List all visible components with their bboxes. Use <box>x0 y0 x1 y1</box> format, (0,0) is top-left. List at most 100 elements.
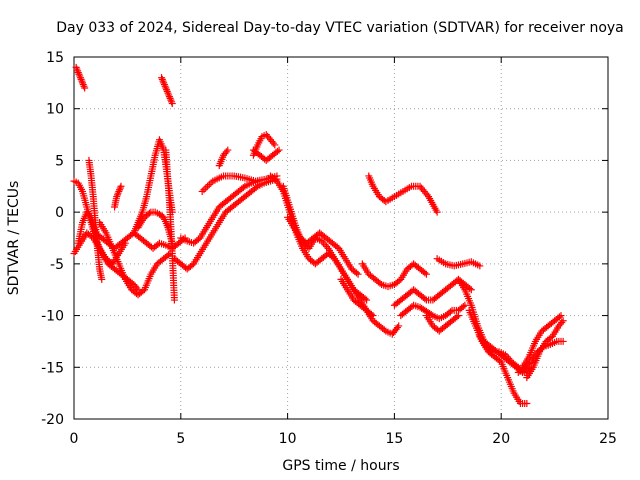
data-point <box>78 77 86 85</box>
data-point <box>275 146 283 154</box>
y-tick-label: -15 <box>41 360 64 376</box>
data-point <box>77 75 85 83</box>
data-point <box>239 184 247 192</box>
data-point <box>395 322 403 330</box>
data-point <box>380 326 388 334</box>
series-arc-26 <box>397 301 469 323</box>
data-point <box>164 89 172 97</box>
series-arc-21 <box>284 213 362 278</box>
y-tick-label: -5 <box>50 257 64 273</box>
data-point <box>487 346 495 354</box>
data-point <box>376 279 384 287</box>
chart-title: Day 033 of 2024, Sidereal Day-to-day VTE… <box>56 20 624 36</box>
x-tick-label: 0 <box>70 431 79 447</box>
data-point <box>354 270 362 278</box>
data-point <box>421 295 429 303</box>
series-arc-29 <box>454 275 527 376</box>
series-arc-28 <box>433 255 484 270</box>
data-point <box>165 91 173 99</box>
data-point <box>74 67 82 75</box>
data-point <box>558 318 566 326</box>
data-point <box>166 94 174 102</box>
data-point <box>161 82 169 90</box>
series-arc-12 <box>162 146 178 304</box>
x-tick-label: 25 <box>599 431 617 447</box>
data-point <box>363 296 371 304</box>
data-point <box>205 181 213 189</box>
data-point <box>422 270 430 278</box>
data-point <box>117 182 125 190</box>
data-point <box>466 284 474 292</box>
data-point <box>496 357 504 365</box>
data-point <box>75 70 83 78</box>
y-tick-label: 5 <box>55 153 64 169</box>
data-point <box>459 303 467 311</box>
data-point <box>200 186 208 194</box>
x-tick-label: 5 <box>176 431 185 447</box>
data-point <box>559 337 567 345</box>
data-point <box>170 296 178 304</box>
data-point <box>76 72 84 80</box>
data-point <box>163 87 171 95</box>
series-arc-27 <box>422 312 462 335</box>
series-arc-4 <box>74 208 99 247</box>
series-arc-23 <box>365 172 441 216</box>
data-point <box>158 75 166 83</box>
series-arc-11 <box>158 74 176 108</box>
data-point <box>98 275 106 283</box>
data-point <box>163 86 171 94</box>
data-point <box>559 317 567 325</box>
series-arc-24 <box>358 260 430 291</box>
data-point <box>557 312 565 320</box>
y-tick-label: -10 <box>41 309 64 325</box>
data-points <box>70 63 567 407</box>
data-point <box>158 74 166 82</box>
data-point <box>74 69 82 77</box>
data-point <box>198 187 206 195</box>
series-arc-20 <box>279 182 371 304</box>
data-point <box>369 312 377 320</box>
series-arc-3 <box>72 63 89 92</box>
data-point <box>160 79 168 87</box>
data-point <box>393 324 401 332</box>
data-point <box>408 303 416 311</box>
x-tick-label: 20 <box>492 431 510 447</box>
series-arc-18 <box>249 146 283 164</box>
data-point <box>79 79 87 87</box>
data-point <box>113 193 121 201</box>
data-point <box>72 63 80 71</box>
series-arc-13 <box>170 175 281 273</box>
series-arc-22 <box>337 275 377 320</box>
data-point <box>154 240 162 248</box>
series-arc-14 <box>177 177 262 247</box>
y-axis-label: SDTVAR / TECUs <box>6 181 22 296</box>
data-point <box>116 186 124 194</box>
data-point <box>162 84 170 92</box>
y-tick-label: 15 <box>46 50 64 66</box>
data-point <box>421 269 429 277</box>
data-point <box>113 191 121 199</box>
data-point <box>168 98 176 106</box>
data-point <box>204 182 211 190</box>
y-tick-label: 0 <box>55 205 64 221</box>
data-point <box>361 295 369 303</box>
data-point <box>80 82 88 90</box>
data-point <box>523 399 531 407</box>
data-point <box>160 81 168 89</box>
y-tick-label: -20 <box>41 412 64 428</box>
data-point <box>454 312 462 320</box>
plot-frame <box>73 56 609 420</box>
x-axis-label: GPS time / hours <box>282 458 399 474</box>
data-point <box>159 77 167 85</box>
y-tick-label: 10 <box>46 102 64 118</box>
data-point <box>165 93 173 101</box>
data-point <box>222 148 230 156</box>
data-point <box>145 209 153 217</box>
data-point <box>79 81 87 89</box>
data-point <box>73 65 81 73</box>
data-point <box>167 96 175 104</box>
series-arc-33 <box>519 312 565 371</box>
data-point <box>139 287 147 295</box>
series-arc-8 <box>111 182 125 211</box>
